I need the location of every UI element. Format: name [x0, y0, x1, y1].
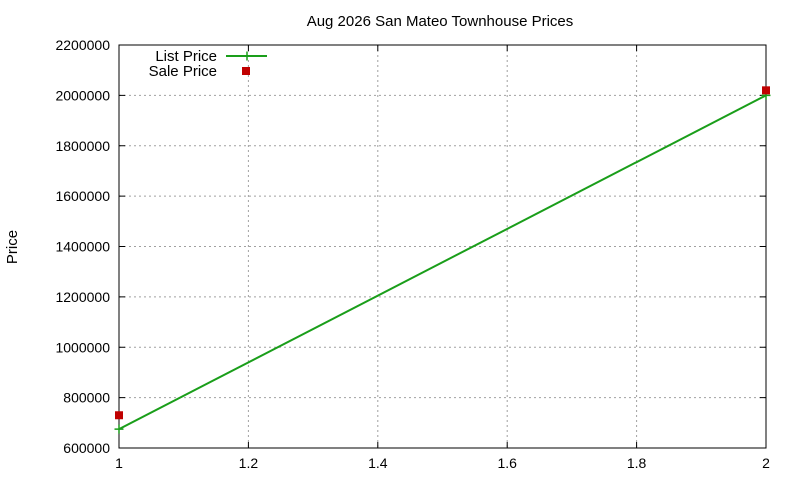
- legend: List Price Sale Price: [149, 48, 267, 80]
- sale-price-point: [762, 86, 770, 95]
- legend-plus-marker-list-price: [242, 51, 252, 61]
- x-tick-label: 1: [115, 455, 123, 471]
- x-tick-label: 1.4: [368, 455, 388, 471]
- list-price-line: [118, 94, 767, 430]
- y-tick-label: 1400000: [55, 239, 110, 255]
- y-tick-label: 1800000: [55, 138, 110, 154]
- series-layer: [114, 86, 771, 434]
- x-tick-label: 1.8: [627, 455, 647, 471]
- y-tick-label: 1000000: [55, 339, 110, 355]
- y-tick-label: 2000000: [55, 87, 110, 103]
- chart-title: Aug 2026 San Mateo Townhouse Prices: [307, 13, 574, 30]
- legend-label-list-price: List Price: [155, 48, 217, 65]
- tick-labels: 1 1.2 1.4 1.6 1.8 2 600000 800000 1000000 1200000…: [55, 37, 770, 471]
- y-axis-title: Price: [4, 230, 21, 264]
- axis-ticks: [118, 44, 767, 449]
- x-tick-label: 1.2: [239, 455, 259, 471]
- plot-frame: [118, 44, 767, 449]
- legend-label-sale-price: Sale Price: [149, 63, 217, 80]
- grid-lines: [119, 45, 766, 448]
- sale-price-point: [115, 411, 123, 420]
- x-tick-label: 2: [762, 455, 770, 471]
- legend-square-marker-sale-price: [242, 67, 250, 75]
- y-tick-label: 600000: [63, 440, 110, 456]
- list-price-point: [114, 424, 124, 434]
- y-tick-label: 2200000: [55, 37, 110, 53]
- x-tick-label: 1.6: [497, 455, 517, 471]
- y-tick-label: 800000: [63, 390, 110, 406]
- y-tick-label: 1200000: [55, 289, 110, 305]
- y-tick-label: 1600000: [55, 188, 110, 204]
